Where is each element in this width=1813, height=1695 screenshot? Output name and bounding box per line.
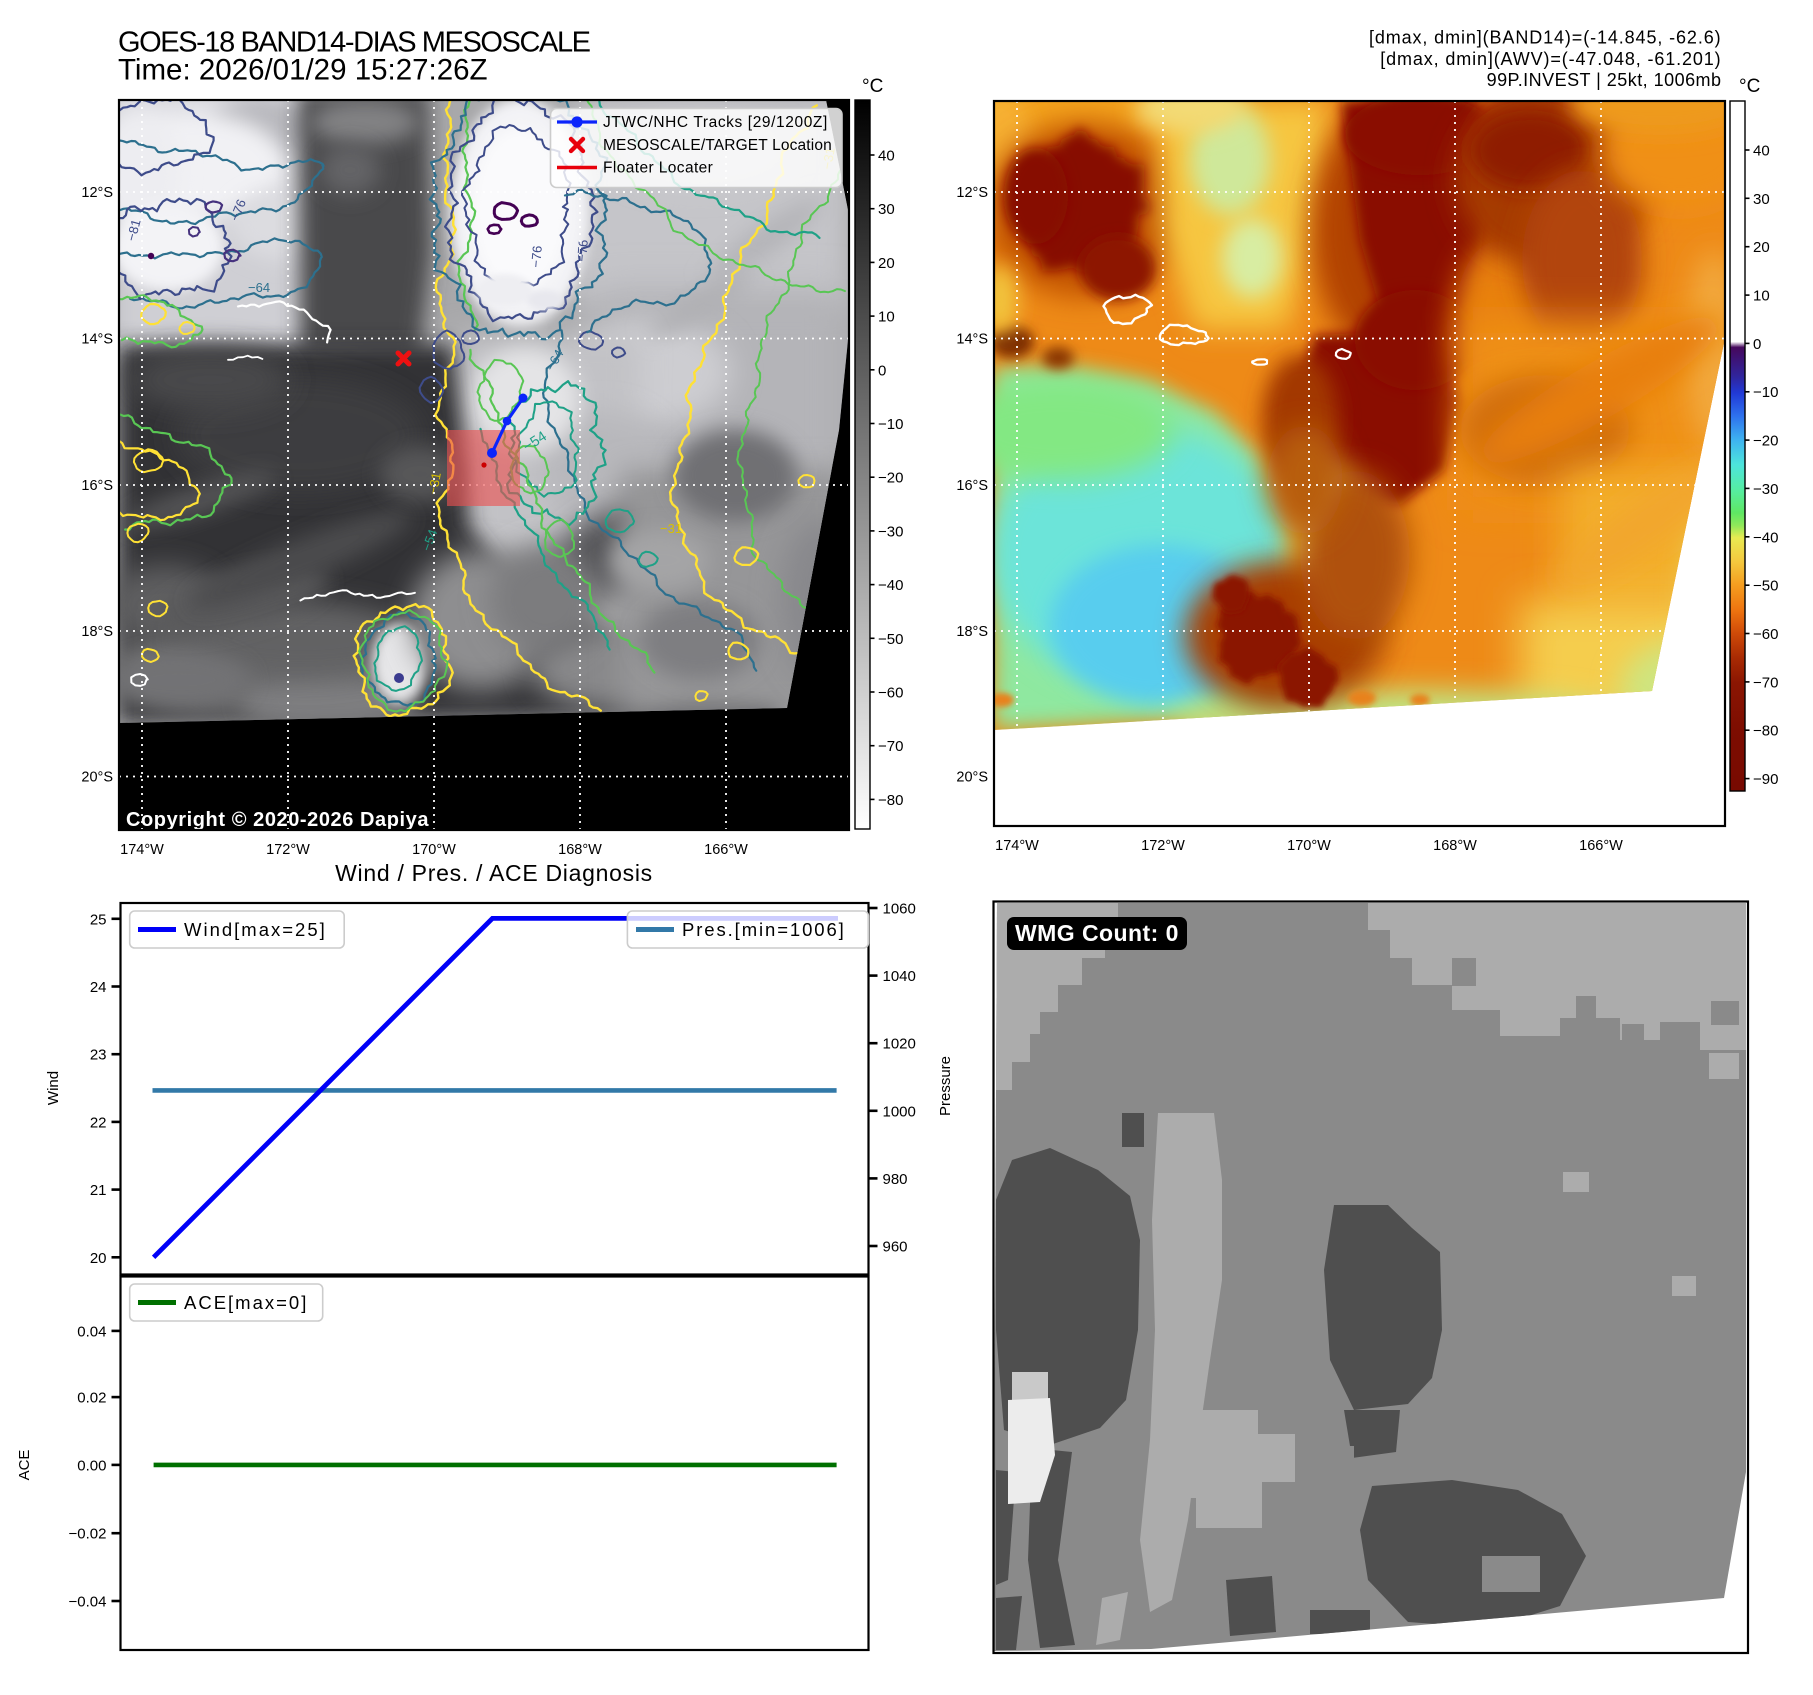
svg-text:172°W: 172°W (1141, 838, 1185, 854)
svg-text:0.04: 0.04 (77, 1323, 106, 1340)
svg-text:40: 40 (878, 148, 895, 165)
svg-text:−81: −81 (123, 218, 143, 243)
svg-text:−40: −40 (1753, 529, 1778, 546)
svg-text:WMG Count: 0: WMG Count: 0 (1015, 920, 1179, 946)
svg-text:12°S: 12°S (81, 185, 113, 201)
svg-text:ACE[max=0]: ACE[max=0] (184, 1292, 308, 1313)
svg-text:−30: −30 (1753, 481, 1778, 498)
svg-text:168°W: 168°W (558, 842, 602, 858)
svg-text:−31: −31 (660, 521, 682, 536)
svg-text:−64: −64 (248, 280, 270, 295)
svg-text:18°S: 18°S (956, 624, 988, 640)
svg-text:14°S: 14°S (81, 332, 113, 348)
svg-text:20°S: 20°S (81, 770, 113, 786)
svg-text:−90: −90 (1753, 771, 1778, 788)
svg-text:170°W: 170°W (412, 842, 456, 858)
svg-text:0.02: 0.02 (77, 1390, 106, 1407)
svg-text:20: 20 (90, 1250, 107, 1267)
svg-text:20: 20 (1753, 239, 1770, 256)
svg-text:−0.02: −0.02 (69, 1526, 107, 1543)
svg-text:Pressure: Pressure (937, 1056, 954, 1116)
svg-text:168°W: 168°W (1433, 838, 1477, 854)
svg-text:0: 0 (878, 362, 886, 379)
svg-text:18°S: 18°S (81, 624, 113, 640)
svg-text:−70: −70 (878, 738, 903, 755)
svg-text:−54: −54 (419, 527, 441, 553)
svg-text:ACE: ACE (16, 1450, 33, 1481)
svg-text:1040: 1040 (883, 968, 916, 985)
svg-text:−80: −80 (1753, 723, 1778, 740)
svg-text:JTWC/NHC Tracks [29/1200Z]: JTWC/NHC Tracks [29/1200Z] (603, 114, 828, 131)
svg-text:0.00: 0.00 (77, 1457, 106, 1474)
svg-text:GOES-18 BAND14-DIAS MESOSCALE: GOES-18 BAND14-DIAS MESOSCALE (118, 27, 591, 59)
svg-text:40: 40 (1753, 143, 1770, 160)
svg-text:−76: −76 (528, 245, 545, 268)
svg-text:−50: −50 (878, 631, 903, 648)
svg-text:960: 960 (883, 1239, 908, 1256)
svg-text:−10: −10 (1753, 384, 1778, 401)
svg-text:99P.INVEST | 25kt, 1006mb: 99P.INVEST | 25kt, 1006mb (1487, 70, 1722, 90)
svg-text:°C: °C (1739, 76, 1760, 97)
svg-text:[dmax, dmin](BAND14)=(-14.845,: [dmax, dmin](BAND14)=(-14.845, -62.6) (1369, 28, 1722, 48)
svg-text:172°W: 172°W (266, 842, 310, 858)
svg-text:−60: −60 (1753, 626, 1778, 643)
svg-text:166°W: 166°W (704, 842, 748, 858)
svg-text:21: 21 (90, 1182, 107, 1199)
svg-text:12°S: 12°S (956, 185, 988, 201)
svg-text:−30: −30 (878, 523, 903, 540)
svg-text:[dmax, dmin](AWV)=(-47.048, -6: [dmax, dmin](AWV)=(-47.048, -61.201) (1380, 49, 1721, 69)
svg-text:166°W: 166°W (1579, 838, 1623, 854)
svg-text:−80: −80 (878, 792, 903, 809)
svg-text:Wind[max=25]: Wind[max=25] (184, 919, 327, 940)
svg-text:−70: −70 (1753, 674, 1778, 691)
svg-text:16°S: 16°S (956, 478, 988, 494)
svg-text:−50: −50 (1753, 578, 1778, 595)
svg-text:−10: −10 (878, 416, 903, 433)
svg-text:10: 10 (878, 309, 895, 326)
svg-text:170°W: 170°W (1287, 838, 1331, 854)
svg-text:30: 30 (1753, 191, 1770, 208)
svg-text:−20: −20 (878, 470, 903, 487)
svg-text:Copyright © 2020-2026 Dapiya: Copyright © 2020-2026 Dapiya (126, 809, 429, 831)
svg-text:1020: 1020 (883, 1036, 916, 1053)
svg-text:10: 10 (1753, 288, 1770, 305)
svg-text:1060: 1060 (883, 901, 916, 918)
svg-text:30: 30 (878, 201, 895, 218)
svg-text:MESOSCALE/TARGET Location: MESOSCALE/TARGET Location (603, 137, 832, 154)
svg-text:16°S: 16°S (81, 478, 113, 494)
svg-text:−20: −20 (1753, 433, 1778, 450)
svg-text:20°S: 20°S (956, 770, 988, 786)
svg-text:Wind / Pres. / ACE Diagnosis: Wind / Pres. / ACE Diagnosis (335, 860, 653, 886)
svg-text:Pres.[min=1006]: Pres.[min=1006] (682, 919, 846, 940)
svg-text:22: 22 (90, 1114, 107, 1131)
svg-text:23: 23 (90, 1047, 107, 1064)
svg-text:−40: −40 (878, 577, 903, 594)
svg-text:Floater Locater: Floater Locater (603, 160, 713, 177)
svg-text:0: 0 (1753, 336, 1761, 353)
svg-text:−31: −31 (425, 471, 444, 495)
svg-text:174°W: 174°W (995, 838, 1039, 854)
svg-text:174°W: 174°W (120, 842, 164, 858)
svg-text:Wind: Wind (45, 1071, 62, 1105)
svg-text:25: 25 (90, 911, 107, 928)
svg-text:24: 24 (90, 979, 107, 996)
svg-text:°C: °C (862, 76, 883, 97)
svg-text:−60: −60 (878, 685, 903, 702)
svg-text:20: 20 (878, 255, 895, 272)
svg-text:14°S: 14°S (956, 332, 988, 348)
svg-text:−0.04: −0.04 (69, 1594, 107, 1611)
svg-text:−76: −76 (574, 239, 591, 262)
svg-text:1000: 1000 (883, 1103, 916, 1120)
svg-text:980: 980 (883, 1171, 908, 1188)
svg-text:Time: 2026/01/29 15:27:26Z: Time: 2026/01/29 15:27:26Z (118, 54, 488, 87)
